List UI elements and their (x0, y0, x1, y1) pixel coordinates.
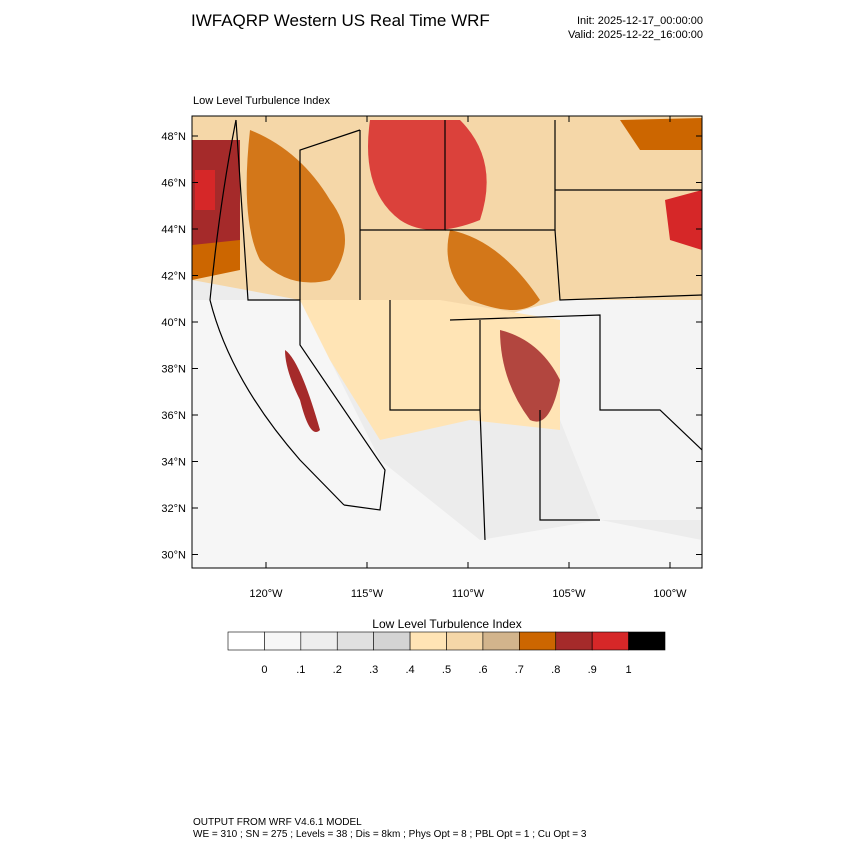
footer-line: OUTPUT FROM WRF V4.6.1 MODEL (193, 817, 362, 828)
colorbar-box (519, 631, 557, 651)
lon-label: 100°W (653, 588, 687, 600)
colorbar-box (628, 631, 666, 651)
map-frame (191, 115, 703, 569)
lat-label: 38°N (161, 364, 186, 376)
lat-label: 44°N (161, 224, 186, 236)
map-field (192, 116, 702, 568)
colorbar-label: 0 (261, 664, 267, 676)
lon-label: 105°W (552, 588, 586, 600)
colorbar-label: .3 (369, 664, 378, 676)
colorbar-label: .9 (588, 664, 597, 676)
colorbar-box (227, 631, 265, 651)
lat-label: 40°N (161, 317, 186, 329)
lat-label: 32°N (161, 503, 186, 515)
colorbar: 0 .1 .2 .3 .4 .5 .6 .7 .8 .9 1 (227, 631, 666, 676)
colorbar-label: .7 (515, 664, 524, 676)
init-time: Init: 2025-12-17_00:00:00 (577, 15, 703, 27)
lat-label: 34°N (161, 457, 186, 469)
colorbar-box (591, 631, 629, 651)
title: IWFAQRP Western US Real Time WRF (191, 11, 490, 30)
colorbar-box (446, 631, 484, 651)
colorbar-label: .8 (551, 664, 560, 676)
colorbar-box (409, 631, 447, 651)
lat-label: 30°N (161, 550, 186, 562)
panel-label: Low Level Turbulence Index (193, 95, 330, 107)
colorbar-label: .2 (333, 664, 342, 676)
colorbar-label: .4 (405, 664, 414, 676)
colorbar-box (300, 631, 338, 651)
colorbar-label: 1 (626, 664, 632, 676)
valid-time: Valid: 2025-12-22_16:00:00 (568, 29, 703, 41)
colorbar-label: .6 (478, 664, 487, 676)
colorbar-box (264, 631, 302, 651)
colorbar-label: .1 (296, 664, 305, 676)
lon-label: 115°W (351, 588, 384, 600)
colorbar-label: .5 (442, 664, 451, 676)
map-axes: 48°N 46°N 44°N 42°N 40°N 38°N 36°N 34°N 32°N 30°N… (161, 116, 702, 600)
lat-label: 42°N (161, 271, 186, 283)
colorbar-box (555, 631, 593, 651)
footer-line: WE = 310 ; SN = 275 ; Levels = 38 ; Dis … (193, 829, 587, 840)
colorbar-box (336, 631, 374, 651)
lat-label: 48°N (161, 131, 186, 143)
lat-label: 36°N (161, 410, 186, 422)
colorbar-title: Low Level Turbulence Index (372, 617, 521, 631)
lon-label: 120°W (249, 588, 283, 600)
lat-label: 46°N (161, 178, 186, 190)
lon-label: 110°W (452, 588, 485, 600)
colorbar-box (373, 631, 411, 651)
colorbar-box (482, 631, 520, 651)
